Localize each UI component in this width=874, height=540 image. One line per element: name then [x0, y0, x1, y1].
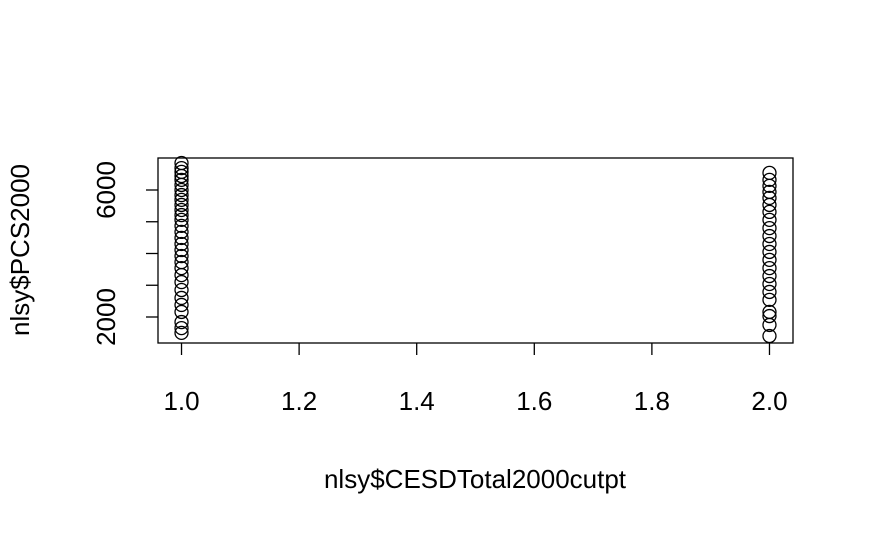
- point: [174, 202, 189, 218]
- point: [174, 197, 189, 213]
- y-tick-label: 2000: [91, 288, 121, 346]
- point: [762, 276, 777, 292]
- point: [174, 168, 189, 184]
- x-tick-label: 1.4: [399, 386, 435, 416]
- point: [762, 260, 777, 276]
- point: [174, 192, 189, 207]
- point: [174, 290, 189, 306]
- x-tick-label: 2.0: [751, 386, 787, 416]
- point: [174, 297, 189, 313]
- point: [762, 268, 777, 284]
- point: [174, 260, 189, 276]
- point: [174, 242, 189, 258]
- point: [762, 308, 777, 324]
- point: [762, 228, 777, 244]
- point: [174, 267, 189, 283]
- point: [174, 160, 189, 176]
- point: [174, 182, 189, 198]
- x-tick-label: 1.2: [281, 386, 317, 416]
- x-tick-label: 1.8: [634, 386, 670, 416]
- point: [174, 236, 189, 252]
- point: [762, 190, 777, 206]
- y-axis-title: nlsy$PCS2000: [5, 164, 35, 336]
- point: [174, 212, 189, 227]
- point: [174, 304, 189, 320]
- point: [174, 320, 189, 336]
- point: [174, 177, 189, 193]
- point: [174, 282, 189, 298]
- point: [762, 236, 777, 252]
- point: [174, 218, 189, 234]
- point: [174, 248, 189, 264]
- point: [762, 204, 777, 220]
- x-tick-label: 1.0: [163, 386, 199, 416]
- point: [174, 224, 189, 240]
- point: [174, 230, 189, 246]
- point: [174, 172, 189, 187]
- point: [174, 187, 189, 203]
- plot-frame: [157, 157, 794, 344]
- point: [762, 178, 777, 194]
- point: [174, 207, 189, 223]
- x-axis-title: nlsy$CESDTotal2000cutpt: [324, 464, 627, 494]
- point: [762, 172, 777, 187]
- point: [174, 325, 189, 341]
- point: [762, 244, 777, 260]
- point: [762, 317, 777, 333]
- point: [762, 252, 777, 268]
- point: [762, 328, 777, 344]
- point: [762, 197, 777, 213]
- point: [174, 274, 189, 290]
- point: [762, 220, 777, 236]
- x-tick-label: 1.6: [516, 386, 552, 416]
- point: [762, 284, 777, 300]
- point: [174, 314, 189, 330]
- point: [762, 212, 777, 227]
- y-tick-label: 6000: [91, 161, 121, 219]
- point: [762, 292, 777, 308]
